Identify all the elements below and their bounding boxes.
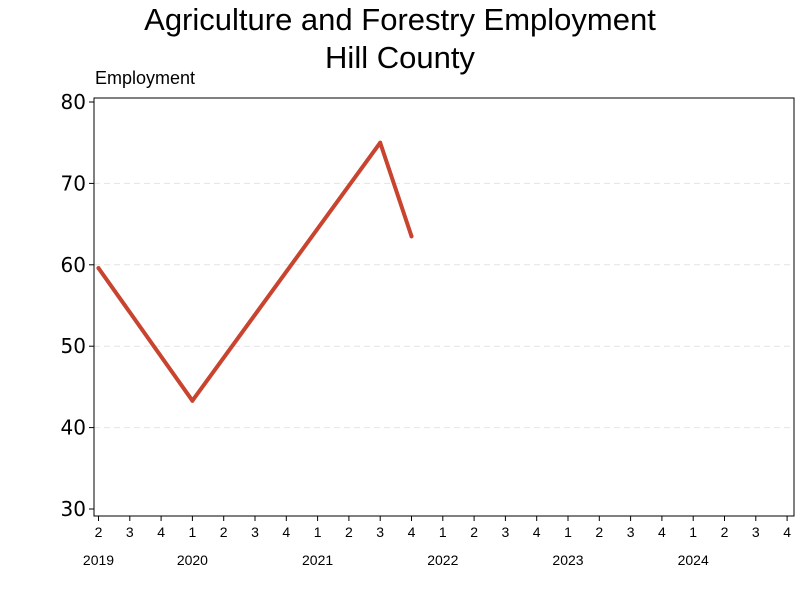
x-tick-label: 1 xyxy=(439,524,447,540)
series-layer xyxy=(96,140,414,403)
x-tick-label: 1 xyxy=(564,524,572,540)
x-tick-label: 3 xyxy=(752,524,760,540)
x-tick-label: 3 xyxy=(627,524,635,540)
x-tick-label: 1 xyxy=(189,524,197,540)
x-tick-label: 2 xyxy=(470,524,478,540)
y-tick-label: 60 xyxy=(61,253,86,277)
x-tick-label: 4 xyxy=(658,524,666,540)
x-tick-label: 2 xyxy=(721,524,729,540)
series-line xyxy=(96,140,414,403)
x-axis: 2 3 4 1 2 3 4 1 2 3 4 1 2 3 4 1 2 3 4 1 2 3 4 2019 2020 2021 2022 2… xyxy=(83,516,791,568)
y-tick-label: 70 xyxy=(61,171,86,195)
plot-frame xyxy=(93,97,795,517)
x-tick-label: 3 xyxy=(376,524,384,540)
data-point xyxy=(409,234,414,239)
y-axis-label: Employment xyxy=(95,68,196,88)
x-tick-label: 2 xyxy=(595,524,603,540)
x-tick-label: 4 xyxy=(157,524,165,540)
x-year-label: 2023 xyxy=(552,552,583,568)
x-tick-label: 4 xyxy=(533,524,541,540)
y-tick-label: 40 xyxy=(61,416,86,440)
data-point xyxy=(190,398,195,403)
x-tick-label: 4 xyxy=(408,524,416,540)
chart-title: Agriculture and Forestry Employment xyxy=(144,2,656,37)
data-point xyxy=(378,140,383,145)
x-year-label: 2020 xyxy=(177,552,208,568)
x-tick-label: 1 xyxy=(689,524,697,540)
x-tick-label: 2 xyxy=(345,524,353,540)
x-year-label: 2022 xyxy=(427,552,458,568)
x-tick-label: 3 xyxy=(126,524,134,540)
x-year-label: 2024 xyxy=(678,552,709,568)
x-tick-label: 4 xyxy=(783,524,791,540)
y-tick-label: 30 xyxy=(61,497,86,521)
x-tick-label: 4 xyxy=(282,524,290,540)
x-tick-label: 2 xyxy=(95,524,103,540)
grid-lines xyxy=(94,182,794,429)
x-tick-label: 3 xyxy=(502,524,510,540)
data-point xyxy=(96,266,101,271)
x-year-label: 2021 xyxy=(302,552,333,568)
x-tick-label: 3 xyxy=(251,524,259,540)
x-year-label: 2019 xyxy=(83,552,114,568)
x-tick-label: 2 xyxy=(220,524,228,540)
y-tick-label: 80 xyxy=(61,90,86,114)
y-axis: 30 40 50 60 70 80 xyxy=(61,90,94,521)
x-tick-label: 1 xyxy=(314,524,322,540)
y-tick-label: 50 xyxy=(61,334,86,358)
chart-subtitle: Hill County xyxy=(325,40,475,75)
